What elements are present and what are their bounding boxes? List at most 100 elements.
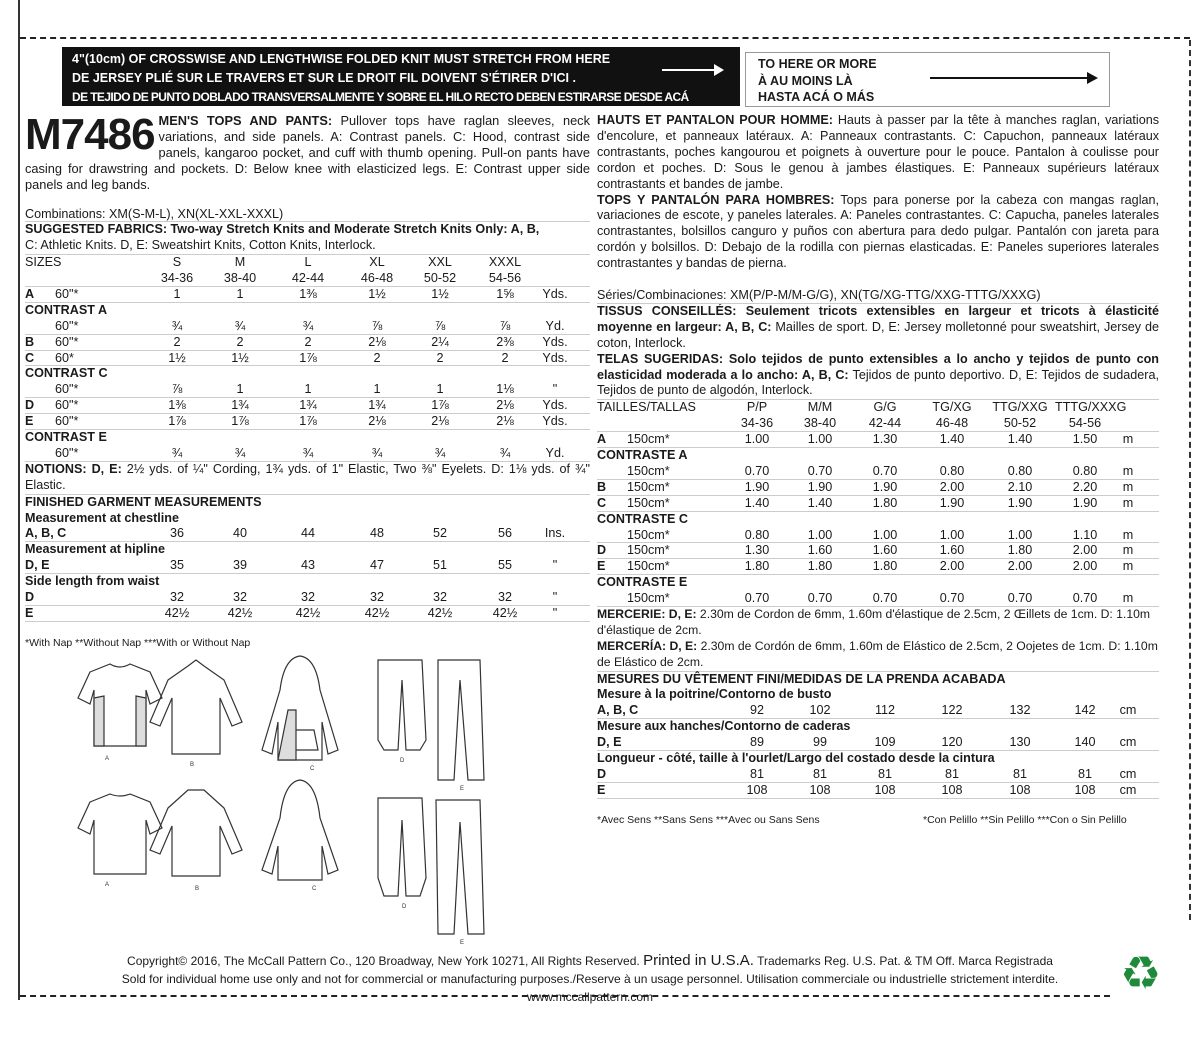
row-label: D [597,543,607,558]
size-name: S [172,255,182,270]
cell-value: 89 [749,735,764,750]
sizes-label: SIZES [25,255,62,270]
cell-value: 2.20 [1072,479,1098,494]
tissus: TISSUS CONSEILLÉS: Seulement tricots ext… [597,304,1159,352]
cell-value: 51 [432,558,447,573]
table-row: C 60* 1½ 1½ 1⅞ 2 2 2 Yds. [25,351,590,367]
section-heading: CONTRAST C [25,366,590,382]
view-label-c: C [310,766,315,772]
cell-value: 42½ [492,605,518,620]
cell-value: 1½ [368,287,386,302]
cell-value: 108 [1009,782,1031,797]
cell-value: 1.10 [1072,527,1098,542]
fabric-width: 150cm* [627,479,670,494]
cut-line-right [1189,40,1191,920]
size-name: TG/XG [932,400,972,415]
cell-value: 1.60 [939,543,965,558]
mercerie-text: 2.30m de Cordon de 6mm, 1.60m d'élastiqu… [597,606,1151,637]
row-label: C [25,350,35,365]
cell-value: 81 [1077,766,1092,781]
copyright-text: Copyright© 2016, The McCall Pattern Co.,… [127,954,640,968]
cell-value: 35 [169,558,184,573]
cell-value: 1.50 [1072,432,1098,447]
cell-value: 0.80 [939,463,965,478]
cell-value: ¾ [171,445,183,460]
cut-line-left [18,0,20,1000]
cell-value: 1⅞ [231,414,249,429]
section-heading: Side length from waist [25,574,590,590]
table-row: A 60"* 1 1 1⅜ 1½ 1½ 1⅝ Yds. [25,287,590,303]
table-row: D 150cm* 1.30 1.60 1.60 1.60 1.80 2.00 m [597,543,1159,560]
table-row: D 81 81 81 81 81 81 cm [597,767,1159,783]
view-a-front [77,663,163,747]
view-label-d: D [400,758,405,764]
view-b-back [149,789,243,877]
unit: m [1122,543,1134,558]
cell-value: 1.00 [807,432,833,447]
unit: Yd. [545,445,565,460]
fabric-width: 60"* [55,398,79,413]
cell-value: 81 [749,766,764,781]
row-label: E [597,782,606,797]
mercerie: MERCERIE: D, E: 2.30m de Cordon de 6mm, … [597,607,1159,639]
cell-value: 99 [812,735,827,750]
website: www.mccallpattern.com [526,990,654,1004]
section-heading: MESURES DU VÊTEMENT FINI/MEDIDAS DE LA P… [597,672,1159,688]
view-label-b-back: B [195,886,199,892]
unit: cm [1119,766,1137,781]
cell-value: 1.30 [744,543,770,558]
cell-value: 81 [1012,766,1027,781]
fabric-width: 150cm* [627,432,670,447]
unit: Yds. [542,350,568,365]
view-label-a: A [105,756,109,762]
cell-value: 2 [173,334,181,349]
section-heading: Longueur - côté, taille à l'ourlet/Largo… [597,751,1159,767]
combinations-fr-es: Séries/Combinaciones: XM(P/P-M/M-G/G), X… [597,288,1159,304]
cell-value: 32 [369,589,384,604]
cell-value: 32 [497,589,512,604]
cell-value: ¾ [302,445,314,460]
table-row: C 150cm* 1.40 1.40 1.80 1.90 1.90 1.90 m [597,496,1159,512]
row-label: D [25,589,35,604]
view-b-front [149,659,243,755]
description-es-title: TOPS Y PANTALÓN PARA HOMBRES: [597,192,835,207]
cell-value: 0.80 [1072,463,1098,478]
cell-value: 42½ [164,605,190,620]
table-row: D, E 35 39 43 47 51 55 " [25,558,590,575]
footnote-es: *Con Pelillo **Sin Pelillo ***Con o Sin … [923,813,1127,826]
suggested-fabrics: SUGGESTED FABRICS: Two-way Stretch Knits… [25,222,590,256]
fabric-width: 60"* [55,318,79,333]
cell-value: 2 [436,350,444,365]
unit: m [1122,463,1134,478]
cell-value: ¾ [234,318,246,333]
unit: cm [1119,703,1137,718]
heading-text: MESURES DU VÊTEMENT FINI/MEDIDAS DE LA P… [597,671,1006,686]
unit: Yd. [545,318,565,333]
cell-value: 1⅜ [299,287,317,302]
table-row: A, B, C 36 40 44 48 52 56 Ins. [25,526,590,543]
table-row: 150cm* 0.70 0.70 0.70 0.80 0.80 0.80 m [597,464,1159,480]
cell-value: 132 [1009,703,1031,718]
trademark-text: Trademarks Reg. U.S. Pat. & TM Off. Marc… [757,954,1053,968]
cell-value: 1.80 [872,495,898,510]
cell-value: 1.90 [872,479,898,494]
size-range: 46-48 [935,416,969,431]
cell-value: 42½ [364,605,390,620]
unit: " [552,589,558,604]
cell-value: ¾ [371,445,383,460]
size-name: M/M [807,400,833,415]
cell-value: 109 [874,735,896,750]
cell-value: 1.80 [807,559,833,574]
row-label: A [25,287,35,302]
description: MEN'S TOPS AND PANTS: Pullover tops have… [25,113,590,193]
view-label-c-back: C [312,886,317,892]
cell-value: 40 [232,526,247,541]
cell-value: ¾ [171,318,183,333]
cell-value: 0.70 [872,463,898,478]
fabric-width: 60* [55,350,74,365]
cell-value: 1¾ [299,398,317,413]
sizes-header-row: TAILLES/TALLAS P/P M/M G/G TG/XG TTG/XXG TTTG/… [597,400,1159,416]
section-heading: CONTRAST E [25,430,590,446]
size-name: XXL [428,255,452,270]
sizes-header-row: SIZES S M L XL XXL XXXL [25,255,590,271]
